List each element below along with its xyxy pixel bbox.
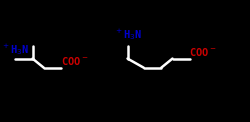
Text: COO$^-$: COO$^-$ [189,46,216,58]
Text: $^+$H$_3$N: $^+$H$_3$N [1,42,29,57]
Text: COO$^-$: COO$^-$ [61,55,89,67]
Text: $^+$H$_3$N: $^+$H$_3$N [114,27,142,42]
